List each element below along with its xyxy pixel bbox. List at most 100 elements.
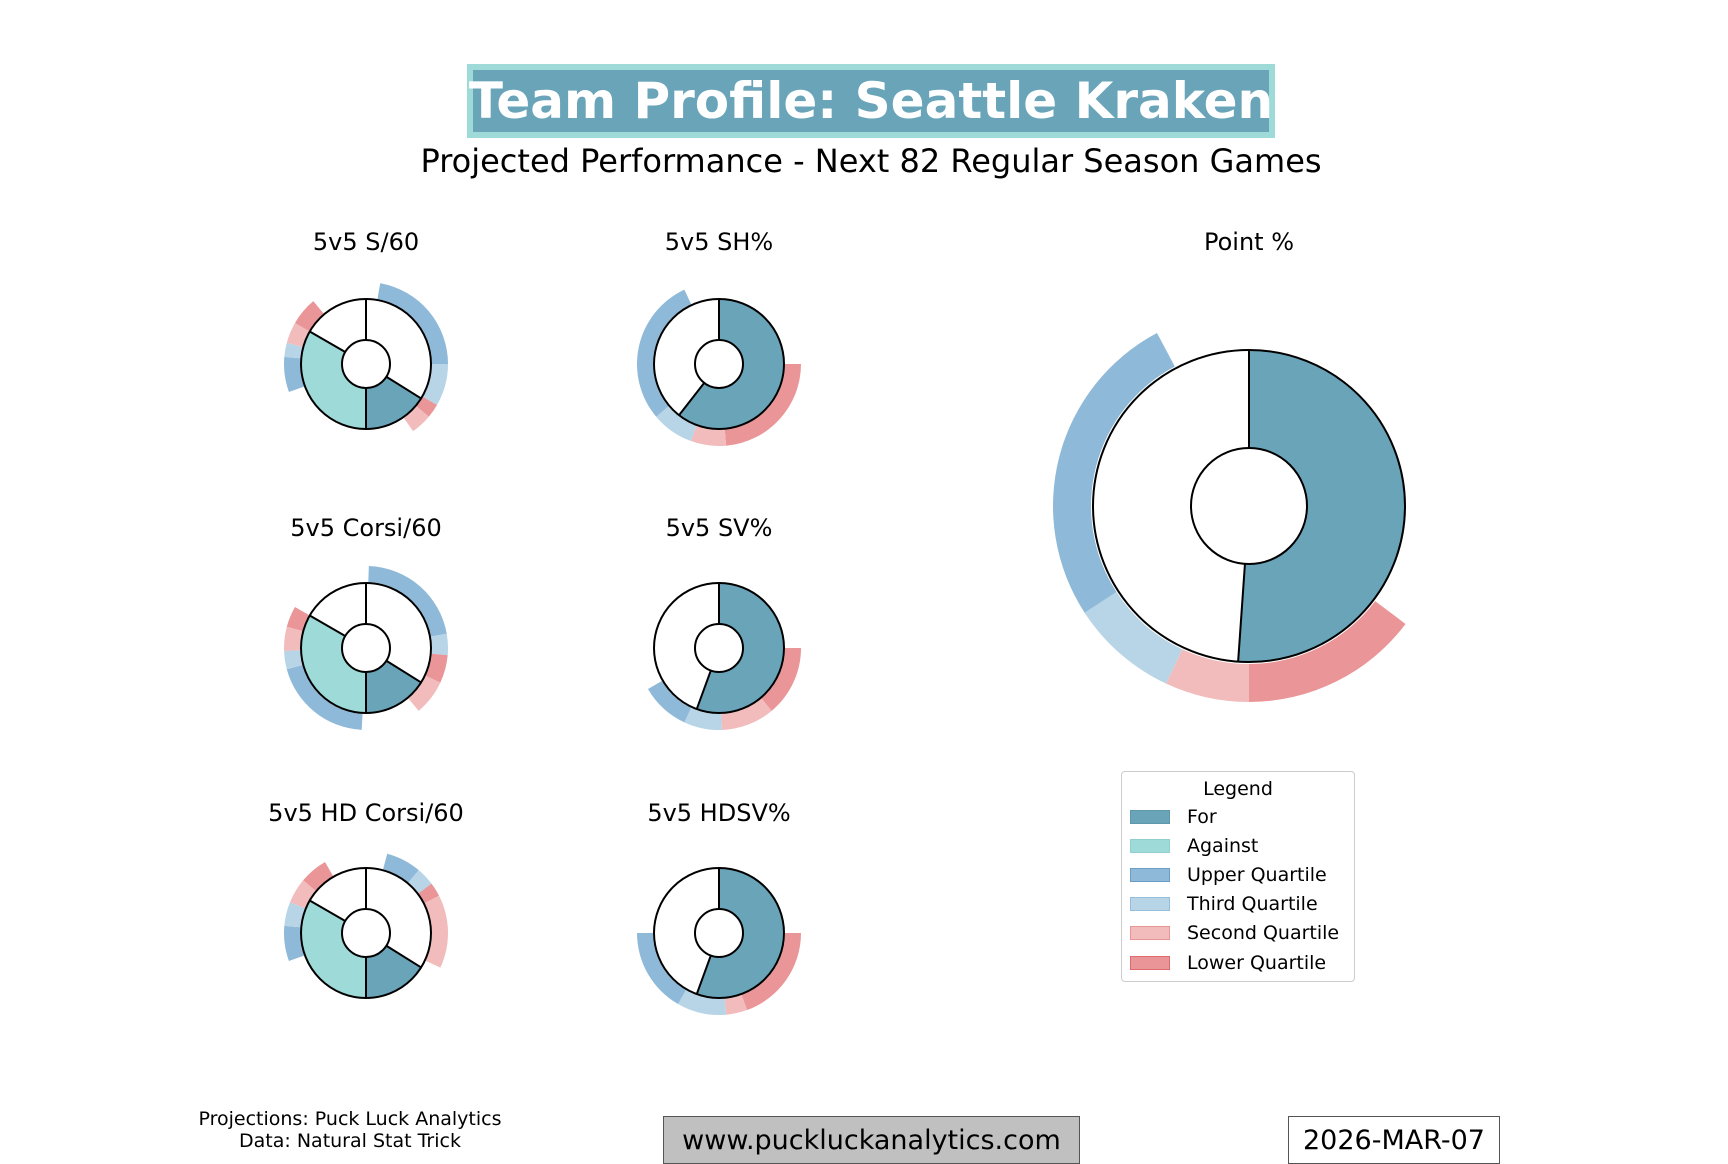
segment-divider <box>385 659 422 684</box>
chart-title-sv-pct: 5v5 SV% <box>665 514 773 542</box>
donut-outline <box>1092 349 1406 663</box>
donut-outline <box>653 867 785 999</box>
quartile-arc-second <box>724 995 748 1015</box>
footer-credits: Projections: Puck Luck Analytics Data: N… <box>150 1108 550 1152</box>
donut-segment-against <box>301 615 366 713</box>
donut-chart <box>1053 332 1406 702</box>
donut-hole <box>341 339 391 389</box>
quartile-arc-upper <box>637 289 692 417</box>
donut-hole <box>694 339 744 389</box>
quartile-arc-second <box>408 675 441 711</box>
quartile-arc-lower <box>761 648 801 711</box>
donut-segment-for <box>366 660 422 713</box>
quartile-arc-upper <box>647 681 692 723</box>
segment-divider <box>385 375 422 400</box>
quartile-arc-third <box>284 342 303 359</box>
segment-divider <box>309 614 346 637</box>
legend-item-upper-quartile: Upper Quartile <box>1122 860 1354 889</box>
donut-segment-against <box>301 900 366 998</box>
credit-projections: Projections: Puck Luck Analytics <box>198 1108 502 1130</box>
segment-divider <box>695 955 712 995</box>
chart-title-sh-pct: 5v5 SH% <box>664 228 774 256</box>
quartile-arc-upper <box>283 356 304 393</box>
legend-label: Lower Quartile <box>1187 951 1327 974</box>
credit-data: Data: Natural Stat Trick <box>239 1130 461 1152</box>
quartile-arc-third <box>430 633 448 656</box>
donut-segment-for <box>678 299 784 429</box>
segment-divider <box>309 330 346 353</box>
quartile-arc-third <box>423 364 448 405</box>
quartile-arc-lower <box>724 364 801 446</box>
quartile-arc-second <box>690 426 727 446</box>
quartile-arc-second <box>1166 649 1249 702</box>
chart-title-s60: 5v5 S/60 <box>312 228 420 256</box>
chart-title-corsi60: 5v5 Corsi/60 <box>290 514 442 542</box>
donut-chart <box>647 582 801 730</box>
donut-chart <box>283 283 448 432</box>
website-url[interactable]: www.puckluckanalytics.com <box>663 1116 1080 1164</box>
quartile-arc-third <box>656 406 697 442</box>
donut-chart <box>284 853 448 999</box>
donut-outline <box>300 298 432 430</box>
page-title: Team Profile: Seattle Kraken <box>468 72 1274 130</box>
donut-chart <box>284 566 448 730</box>
quartile-arc-third <box>678 990 727 1015</box>
donut-hole <box>341 908 391 958</box>
donut-segment-for <box>696 583 784 714</box>
legend-swatch-for <box>1130 809 1170 824</box>
donut-segment-against <box>301 331 366 429</box>
donut-hole <box>694 908 744 958</box>
quartile-arc-upper <box>637 933 686 1005</box>
legend-swatch-against <box>1130 838 1170 853</box>
donut-chart <box>637 289 801 446</box>
chart-title-hdsv-pct: 5v5 HDSV% <box>647 799 791 827</box>
legend-label: Second Quartile <box>1187 922 1340 945</box>
quartile-arc-lower <box>286 607 309 631</box>
donut-segment-for <box>366 945 422 998</box>
segment-divider <box>695 670 712 710</box>
quartile-arc-lower <box>1249 601 1406 702</box>
donut-outline <box>653 298 785 430</box>
legend: Legend For Against Upper Quartile Third … <box>1121 771 1355 982</box>
segment-divider <box>385 944 422 969</box>
legend-label: Third Quartile <box>1187 893 1318 916</box>
legend-title: Legend <box>1203 778 1273 800</box>
donut-segment-for <box>366 376 422 429</box>
quartile-arc-lower <box>741 933 802 1011</box>
segment-divider <box>1237 563 1246 662</box>
quartile-arc-upper <box>368 566 447 637</box>
quartile-arc-upper <box>1053 332 1175 613</box>
quartile-arc-lower <box>416 397 438 417</box>
quartile-arc-upper <box>284 925 304 962</box>
legend-item-for: For <box>1122 802 1354 831</box>
quartile-arc-lower <box>425 653 448 683</box>
quartile-arc-lower <box>418 883 440 904</box>
quartile-arc-second <box>284 626 303 651</box>
legend-label: Against <box>1187 834 1259 857</box>
quartile-arc-upper <box>383 853 419 883</box>
chart-title-hd-corsi60: 5v5 HD Corsi/60 <box>268 799 464 827</box>
quartile-arc-upper <box>377 283 448 364</box>
quartile-arc-upper <box>286 665 363 730</box>
quartile-arc-third <box>1084 592 1183 684</box>
title-banner: Team Profile: Seattle Kraken <box>467 64 1275 138</box>
donut-outline <box>300 867 432 999</box>
quartile-arc-second <box>289 880 316 909</box>
legend-swatch-third <box>1130 897 1170 912</box>
page-subtitle: Projected Performance - Next 82 Regular … <box>420 142 1322 180</box>
chart-title-point-pct: Point % <box>1203 228 1295 256</box>
quartile-arc-third <box>684 707 722 730</box>
legend-label: Upper Quartile <box>1187 863 1327 886</box>
quartile-arc-second <box>721 698 772 730</box>
quartile-arc-lower <box>303 861 333 891</box>
quartile-arc-second <box>286 323 309 347</box>
legend-item-third-quartile: Third Quartile <box>1122 890 1354 919</box>
quartile-arc-lower <box>294 301 324 331</box>
quartile-arc-third <box>284 902 305 928</box>
segment-divider <box>309 899 346 922</box>
legend-item-against: Against <box>1122 831 1354 860</box>
date-stamp: 2026-MAR-07 <box>1288 1116 1500 1164</box>
segment-divider <box>678 382 706 416</box>
legend-swatch-upper <box>1130 867 1170 882</box>
